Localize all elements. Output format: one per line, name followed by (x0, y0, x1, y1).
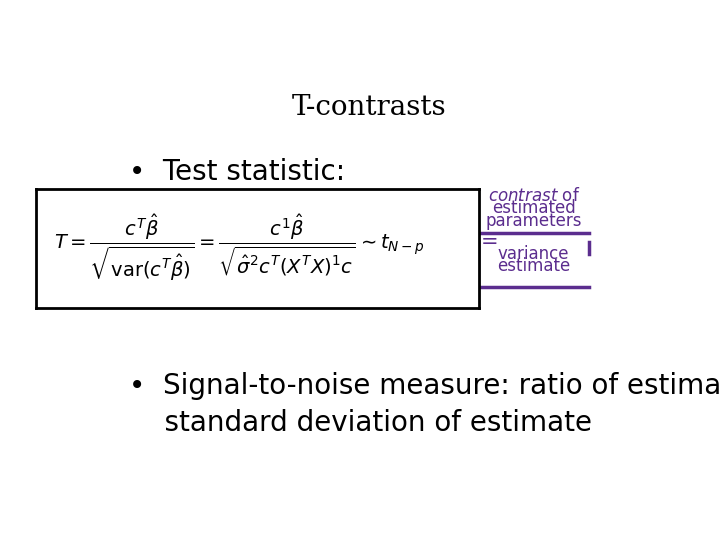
Text: •  Test statistic:: • Test statistic: (129, 158, 345, 186)
Text: variance: variance (498, 245, 570, 263)
Text: $\mathit{contrast}$ of: $\mathit{contrast}$ of (487, 187, 580, 205)
Text: $\mathit{T}$ =: $\mathit{T}$ = (461, 232, 498, 252)
Text: $T = \dfrac{c^T\hat{\beta}}{\sqrt{\mathrm{var}(c^T\hat{\beta})}} = \dfrac{c^1\ha: $T = \dfrac{c^T\hat{\beta}}{\sqrt{\mathr… (54, 213, 425, 284)
Text: parameters: parameters (485, 212, 582, 230)
Text: T-contrasts: T-contrasts (292, 94, 446, 121)
Text: estimate: estimate (497, 258, 570, 275)
Text: •  Signal-to-noise measure: ratio of estimate to
    standard deviation of estim: • Signal-to-noise measure: ratio of esti… (129, 373, 720, 437)
Text: estimated: estimated (492, 199, 575, 217)
